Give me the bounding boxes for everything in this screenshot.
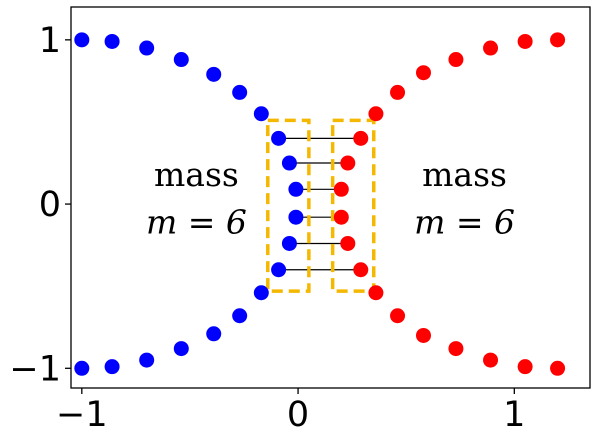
- annotation-right-equation: m = 6: [414, 203, 515, 242]
- point-left-5: [232, 84, 248, 100]
- annotation-left-mass: mass: [154, 155, 239, 194]
- highlight-box-0: [266, 118, 311, 293]
- y-tick-label-0: −1: [9, 349, 61, 389]
- point-right-inner-5: [353, 262, 369, 278]
- point-left-7: [74, 360, 90, 376]
- point-left-4: [206, 66, 222, 82]
- y-tick-label-1: 0: [39, 185, 61, 225]
- y-tick-label-2: 1: [39, 21, 61, 61]
- point-right-10: [448, 341, 464, 357]
- point-right-5: [390, 84, 406, 100]
- y-axis-ticks: −1 0 1: [9, 21, 71, 389]
- point-left-inner-0: [271, 130, 287, 146]
- point-right-8: [517, 359, 533, 375]
- x-tick-label-0: −1: [56, 395, 108, 435]
- point-left-inner-1: [281, 155, 297, 171]
- point-right-13: [368, 285, 384, 301]
- plot-frame: [70, 6, 591, 389]
- point-right-11: [415, 327, 431, 343]
- point-left-1: [104, 33, 120, 49]
- point-right-4: [415, 65, 431, 81]
- point-right-7: [550, 360, 566, 376]
- annotation-left-equation: m = 6: [146, 203, 247, 242]
- point-right-1: [517, 33, 533, 49]
- point-right-inner-3: [333, 209, 349, 225]
- point-left-2: [139, 40, 155, 56]
- x-tick-label-1: 0: [287, 395, 309, 435]
- x-axis-ticks: −1 0 1: [56, 388, 525, 435]
- x-tick-label-2: 1: [503, 395, 525, 435]
- point-left-8: [104, 359, 120, 375]
- highlight-box-1: [330, 118, 376, 293]
- point-right-inner-4: [340, 235, 356, 251]
- point-right-12: [390, 308, 406, 324]
- point-left-inner-2: [288, 181, 304, 197]
- point-right-9: [483, 352, 499, 368]
- point-left-0: [74, 32, 90, 48]
- point-right-inner-2: [333, 181, 349, 197]
- point-left-13: [253, 285, 269, 301]
- point-left-inner-5: [271, 262, 287, 278]
- point-left-11: [206, 326, 222, 342]
- point-left-inner-3: [288, 209, 304, 225]
- point-left-6: [253, 106, 269, 122]
- point-left-9: [139, 352, 155, 368]
- point-left-3: [173, 52, 189, 68]
- point-right-inner-0: [353, 130, 369, 146]
- annotation-right-mass: mass: [422, 155, 507, 194]
- point-right-inner-1: [340, 155, 356, 171]
- point-left-10: [173, 341, 189, 357]
- link-lines: [278, 137, 361, 271]
- point-left-inner-4: [281, 235, 297, 251]
- data-points: [74, 32, 566, 376]
- point-right-2: [483, 40, 499, 56]
- point-right-6: [368, 106, 384, 122]
- point-right-0: [550, 32, 566, 48]
- point-left-12: [232, 308, 248, 324]
- highlight-boxes: [266, 118, 376, 293]
- point-right-3: [448, 52, 464, 68]
